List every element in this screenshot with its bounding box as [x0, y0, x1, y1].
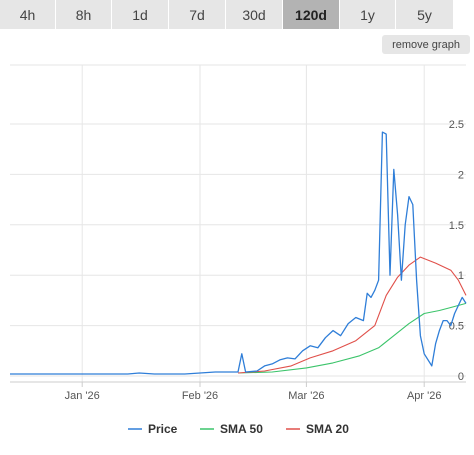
remove-graph-button[interactable]: remove graph	[382, 35, 470, 54]
legend-label-sma-50: SMA 50	[220, 422, 263, 436]
x-tick-label: Apr '26	[407, 390, 442, 402]
time-range-tabs: 4h 8h 1d 7d 30d 120d 1y 5y	[0, 0, 474, 29]
y-tick-label: 2.5	[449, 119, 464, 131]
x-tick-label: Jan '26	[65, 390, 100, 402]
y-tick-label: 0.5	[449, 321, 464, 333]
x-tick-label: Mar '26	[288, 390, 324, 402]
tab-1y[interactable]: 1y	[340, 0, 396, 29]
legend-label-price: Price	[148, 422, 178, 436]
x-tick-label: Feb '26	[182, 390, 218, 402]
tab-5y[interactable]: 5y	[396, 0, 454, 29]
y-tick-label: 1	[458, 270, 464, 282]
tab-120d[interactable]: 120d	[283, 0, 340, 29]
tab-30d[interactable]: 30d	[226, 0, 283, 29]
series-price-line	[10, 131, 467, 375]
legend-label-sma-20: SMA 20	[306, 422, 349, 436]
y-tick-label: 2	[458, 169, 464, 181]
tab-8h[interactable]: 8h	[56, 0, 112, 29]
y-tick-label: 0	[458, 371, 464, 383]
series-sma-50-line	[237, 302, 467, 374]
y-tick-label: 1.5	[449, 220, 464, 232]
tab-4h[interactable]: 4h	[0, 0, 56, 29]
tab-1d[interactable]: 1d	[112, 0, 169, 29]
tab-7d[interactable]: 7d	[169, 0, 226, 29]
series-sma-20-line	[237, 256, 467, 374]
